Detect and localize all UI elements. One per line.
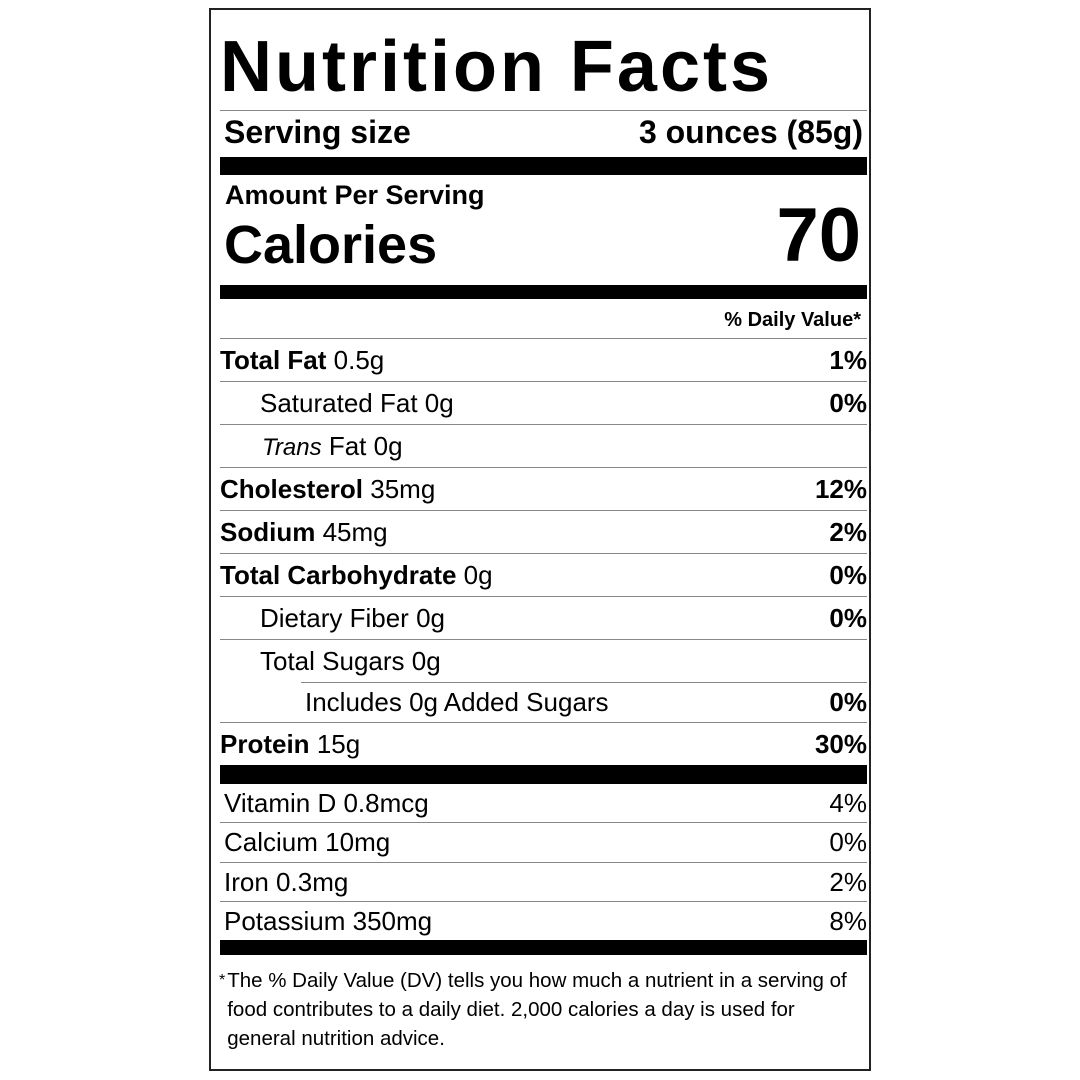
nutrient-name: Includes 0g Added Sugars: [305, 687, 609, 717]
serving-label: Serving size: [224, 114, 411, 150]
thick-rule: [220, 285, 867, 299]
vitamin: Iron 0.3mg: [224, 867, 348, 898]
nutrient-name: Sodium: [220, 516, 316, 547]
nutrient-amount: 45mg: [322, 516, 388, 547]
calories-label: Calories: [224, 215, 438, 275]
nutrient: Total Carbohydrate 0g: [220, 560, 493, 591]
nutrient-name: Total Fat: [220, 344, 327, 375]
vitamin: Vitamin D 0.8mcg: [224, 788, 429, 819]
nutrient-dv: 0%: [829, 559, 867, 590]
nutrient-row: Dietary Fiber 0g 0%: [220, 597, 867, 640]
nutrient-row: Saturated Fat 0g 0%: [220, 382, 867, 425]
nutrient-amount: 35mg: [370, 473, 436, 504]
vitamin-name: Iron: [224, 866, 269, 897]
vitamin-row: Calcium 10mg 0%: [220, 823, 867, 863]
vitamin-name: Calcium: [224, 827, 318, 857]
nutrient-amount: 0g: [373, 430, 403, 461]
nutrient-row: Includes 0g Added Sugars 0%: [220, 683, 867, 723]
nutrient-name: Total Sugars: [260, 646, 405, 676]
thick-rule: [220, 940, 867, 955]
nutrient: Total Fat 0.5g: [220, 345, 384, 376]
vitamin-name: Vitamin D: [224, 787, 337, 818]
nutrient-name: Dietary Fiber: [260, 602, 409, 633]
nutrient-amount: 0g: [416, 602, 445, 633]
nutrient: Sodium 45mg: [220, 517, 388, 548]
nutrition-label: Nutrition Facts Serving size 3 ounces (8…: [209, 8, 871, 1071]
nutrient-amount: 0g: [411, 646, 441, 676]
vitamin-amount: 0.8mcg: [343, 787, 429, 818]
nutrient-row: Total Fat 0.5g 1%: [220, 339, 867, 382]
nutrient-row: Protein 15g 30%: [220, 723, 867, 765]
title: Nutrition Facts: [220, 24, 867, 111]
nutrient-row: Total Sugars 0g: [220, 640, 867, 683]
nutrient-row: Total Carbohydrate 0g 0%: [220, 554, 867, 597]
nutrient-dv: 12%: [814, 473, 867, 504]
vitamin-amount: 10mg: [325, 827, 391, 857]
serving-row: Serving size 3 ounces (85g): [220, 110, 867, 155]
nutrient-name: Fat: [328, 430, 367, 461]
nutrient-dv: 0%: [829, 387, 867, 418]
nutrient-prefix: Trans: [262, 433, 322, 461]
vitamin-amount: 350mg: [352, 905, 433, 936]
thick-rule: [220, 765, 867, 784]
vitamin-row: Iron 0.3mg 2%: [220, 863, 867, 902]
nutrient-dv: 0%: [829, 602, 867, 633]
vitamin-name: Potassium: [224, 905, 346, 936]
serving-value: 3 ounces (85g): [638, 114, 863, 150]
nutrient: Saturated Fat 0g: [260, 388, 454, 419]
vitamin: Potassium 350mg: [224, 906, 432, 937]
nutrient-amount: 0g: [463, 559, 493, 590]
vitamin: Calcium 10mg: [224, 827, 390, 858]
thin-rule: [301, 682, 867, 683]
amount-header: Amount Per Serving: [225, 180, 485, 210]
nutrient-name: Cholesterol: [220, 473, 364, 504]
footnote-mark: *: [219, 972, 226, 989]
nutrient-name: Total Carbohydrate: [220, 559, 457, 590]
nutrient: Dietary Fiber 0g: [260, 603, 445, 634]
nutrient-dv: 2%: [829, 516, 867, 547]
nutrient-dv: 1%: [829, 344, 867, 375]
vitamin-row: Vitamin D 0.8mcg 4%: [220, 784, 867, 823]
nutrient-row: Trans Fat 0g: [220, 425, 867, 468]
nutrient-name: Protein: [220, 728, 310, 759]
nutrient-dv: 30%: [814, 728, 867, 759]
vitamin-row: Potassium 350mg 8%: [220, 902, 867, 940]
vitamin-dv: 8%: [829, 905, 867, 936]
vitamin-dv: 0%: [829, 827, 867, 857]
vitamin-dv: 4%: [829, 787, 867, 818]
nutrient: Protein 15g: [220, 729, 360, 760]
nutrient-row: Sodium 45mg 2%: [220, 511, 867, 554]
nutrient-dv: 0%: [829, 687, 867, 717]
nutrient-row: Cholesterol 35mg 12%: [220, 468, 867, 511]
nutrient: Cholesterol 35mg: [220, 474, 435, 505]
nutrient-amount: 0g: [424, 387, 454, 418]
footnote-text: The % Daily Value (DV) tells you how muc…: [227, 969, 847, 1050]
nutrient: Trans Fat 0g: [262, 431, 403, 462]
vitamin-amount: 0.3mg: [276, 866, 349, 897]
calories-value: 70: [776, 193, 861, 278]
nutrient-name: Saturated Fat: [260, 387, 418, 418]
dv-header: % Daily Value*: [220, 302, 867, 339]
vitamin-dv: 2%: [829, 866, 867, 897]
nutrient-amount: 0.5g: [333, 344, 385, 375]
thick-rule: [220, 157, 867, 175]
nutrient-amount: 15g: [316, 728, 361, 759]
nutrient: Total Sugars 0g: [260, 646, 441, 677]
footnote: * The % Daily Value (DV) tells you how m…: [219, 966, 849, 1053]
